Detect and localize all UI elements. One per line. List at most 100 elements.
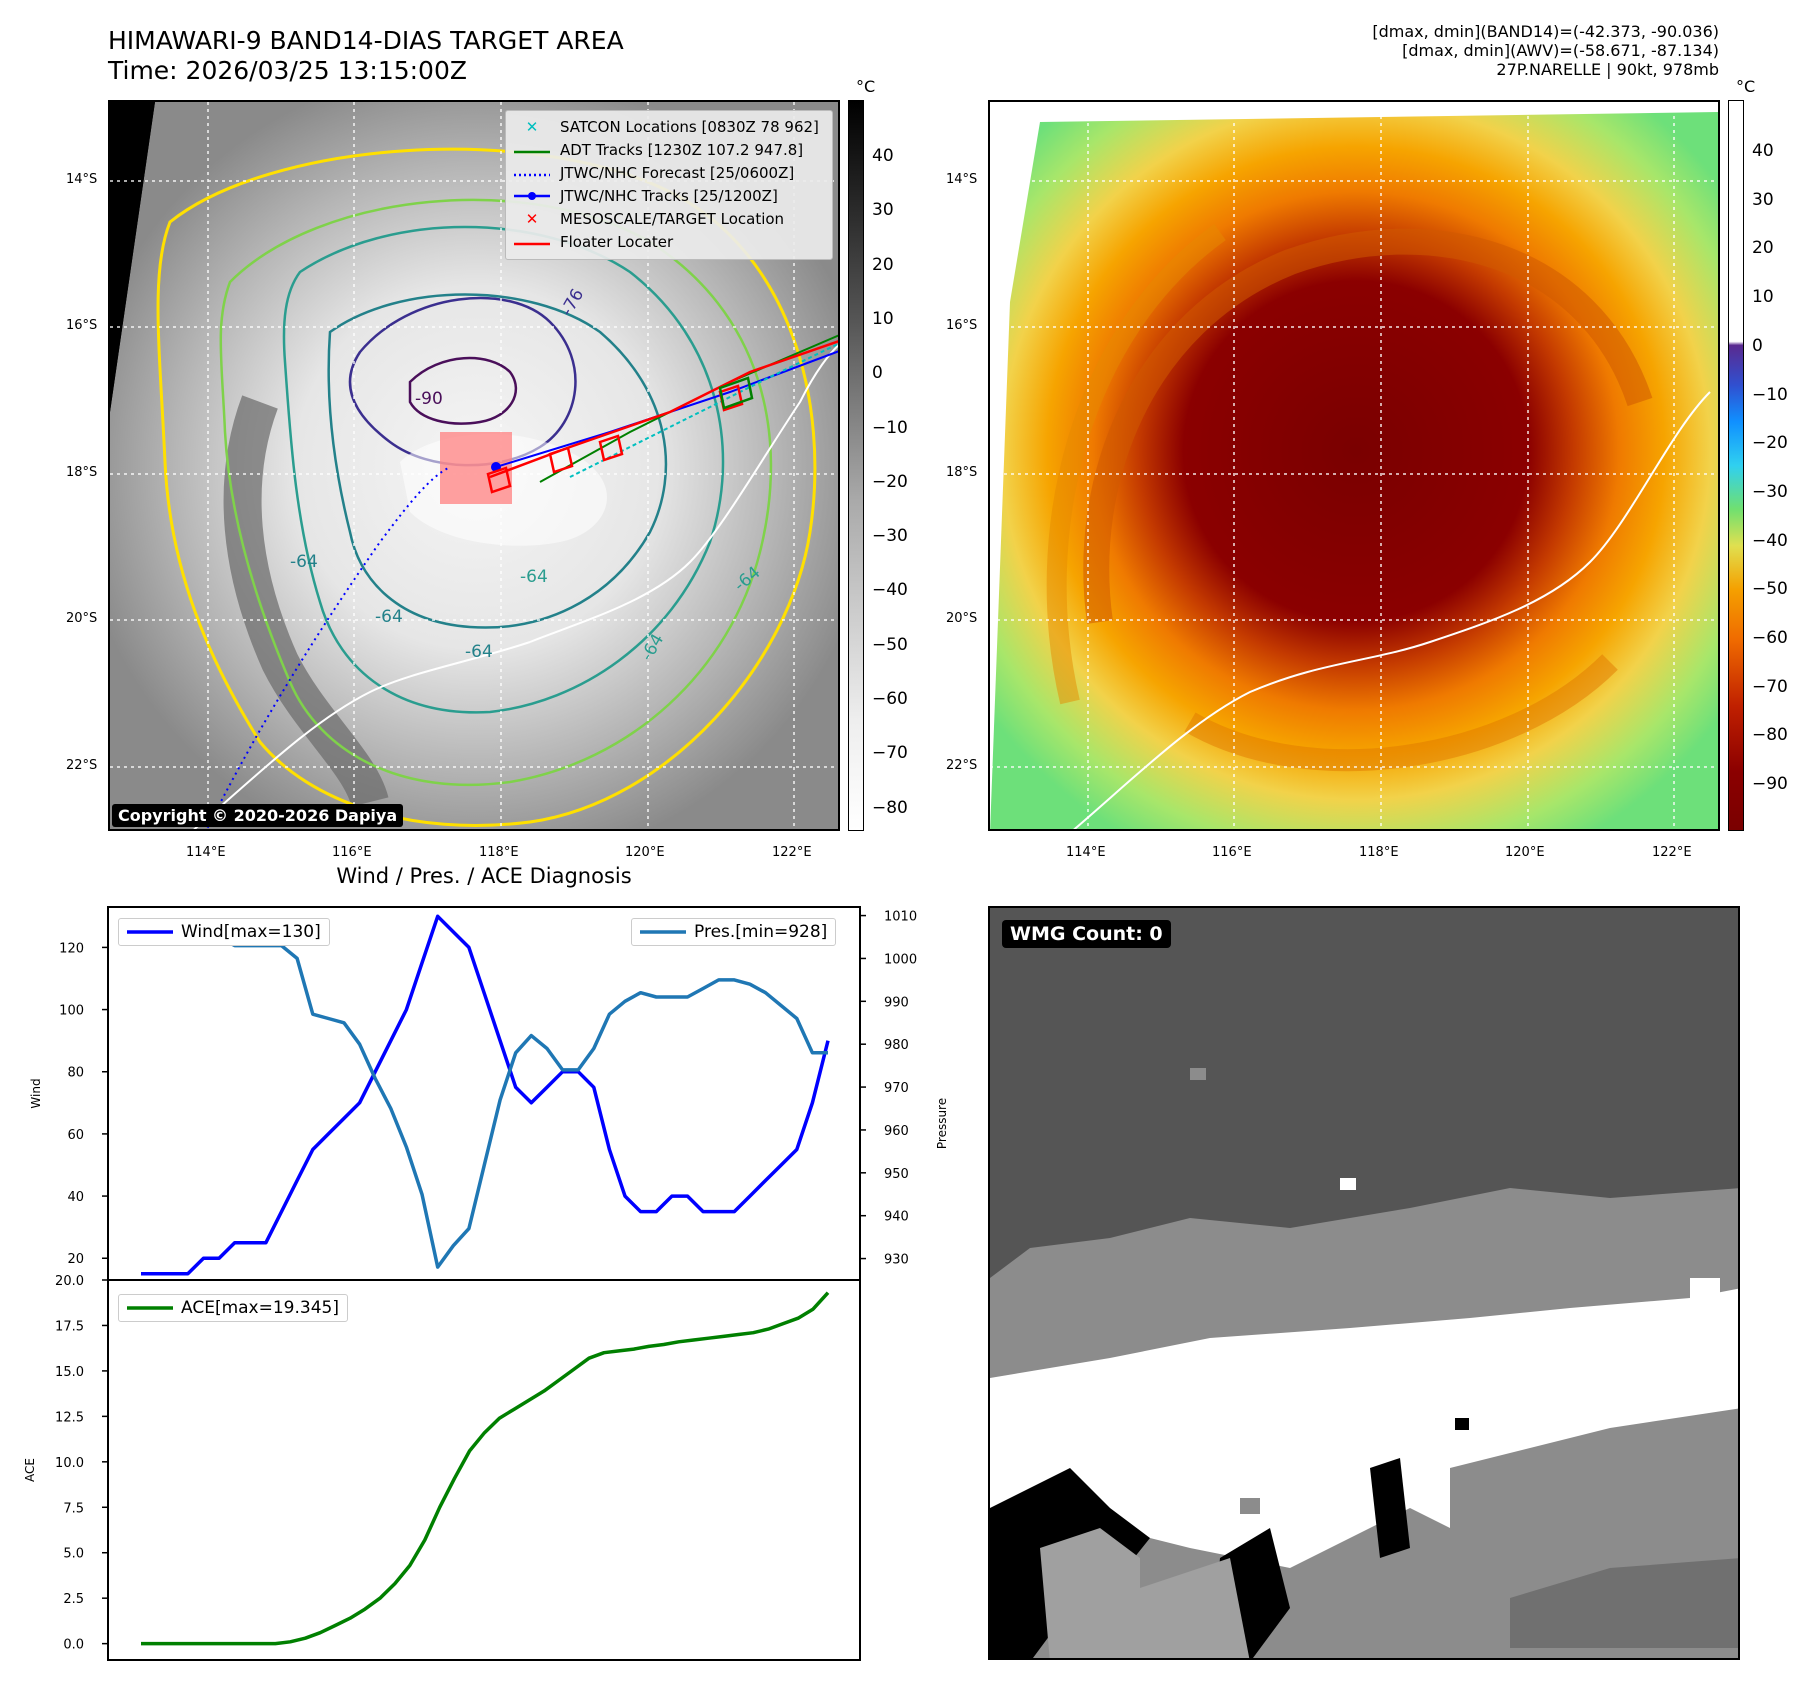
ace-axis-label: ACE (23, 1458, 37, 1482)
contour-label-1: -90 (415, 389, 443, 409)
blue-line-icon (127, 930, 173, 934)
info-line-1: [dmax, dmin](BAND14)=(-42.373, -90.036) (1372, 22, 1719, 41)
wmg-panel: WMG Count: 0 (988, 906, 1740, 1660)
lon-label: 118°E (1359, 845, 1399, 860)
lat-label: 22°S (66, 758, 98, 773)
wind-pressure-chart: 120 100 80 60 40 20 1010 1000 990 980 970 960 950 940… (23, 906, 949, 1661)
pressure-tick-label: 970 (884, 1081, 909, 1096)
colorbar-tick-label: −60 (872, 689, 908, 709)
x-cyan-icon: ✕ (525, 118, 539, 136)
colorbar-tick-label: 20 (1752, 238, 1774, 259)
colorbar-tick-label: −10 (872, 417, 908, 438)
legend-label: SATCON Locations [0830Z 78 962] (560, 118, 819, 136)
colorbar-tick-label: −80 (1752, 725, 1788, 746)
ace-tick-label: 12.5 (55, 1410, 84, 1425)
wind-plot-frame (107, 906, 861, 1281)
title-line-1: HIMAWARI-9 BAND14-DIAS TARGET AREA (108, 26, 624, 55)
wind-tick-label: 80 (67, 1066, 84, 1081)
lon-label: 120°E (625, 845, 665, 860)
colorbar-tick-label: −50 (872, 634, 908, 655)
lon-label: 118°E (479, 845, 519, 860)
floater-track (489, 340, 838, 479)
colorbar-color-unit: °C (1736, 77, 1756, 96)
ace-tick-label: 15.0 (55, 1365, 84, 1380)
colorbar-tick-label: −20 (1752, 433, 1788, 454)
pressure-tick-label: 1010 (884, 910, 917, 925)
wmg-image (990, 1068, 1738, 1658)
lon-label: 116°E (332, 845, 372, 860)
lon-label: 122°E (1652, 845, 1692, 860)
wind-legend: Wind[max=130] (118, 918, 330, 946)
lat-label: 22°S (946, 758, 978, 773)
colorbar-color (1728, 100, 1744, 831)
lat-label: 20°S (946, 611, 978, 626)
colorbar-tick-label: −80 (872, 797, 908, 818)
legend-label: JTWC/NHC Tracks [25/1200Z] (560, 187, 778, 205)
storm-info: [dmax, dmin](BAND14)=(-42.373, -90.036) … (1372, 22, 1719, 79)
lat-label: 18°S (946, 465, 978, 480)
lon-label: 122°E (772, 845, 812, 860)
colorbar-tick-label: −40 (1752, 530, 1788, 551)
colorbar-tick-label: 0 (872, 363, 883, 384)
pressure-tick-label: 930 (884, 1253, 909, 1268)
awv-map-panel (988, 100, 1720, 831)
ace-tick-label: 7.5 (63, 1501, 84, 1516)
colorbar-tick-label: −20 (872, 471, 908, 492)
colorbar-tick-label: −60 (1752, 628, 1788, 648)
colorbar-tick-label: 0 (1752, 335, 1763, 356)
legend-item-jtwc-tracks: JTWC/NHC Tracks [25/1200Z] (514, 185, 824, 208)
ace-tick-label: 20.0 (55, 1274, 84, 1289)
title-line-2: Time: 2026/03/25 13:15:00Z (108, 56, 467, 85)
colorbar-tick-label: −10 (1752, 384, 1788, 405)
lat-label: 16°S (66, 318, 98, 333)
legend-item-floater: Floater Locater (514, 231, 824, 254)
wind-tick-label: 40 (67, 1190, 84, 1205)
pressure-tick-label: 960 (884, 1124, 909, 1139)
awv-map-image (990, 102, 1718, 829)
info-line-2: [dmax, dmin](AWV)=(-58.671, -87.134) (1402, 41, 1719, 60)
pressure-legend: Pres.[min=928] (631, 918, 837, 946)
colorbar-tick-label: −30 (872, 526, 908, 547)
pressure-tick-label: 980 (884, 1038, 909, 1053)
ace-tick-label: 17.5 (55, 1319, 84, 1334)
colorbar-tick-label: 40 (872, 146, 894, 166)
legend-item-adt: ADT Tracks [1230Z 107.2 947.8] (514, 139, 824, 162)
legend-label: MESOSCALE/TARGET Location (560, 210, 785, 228)
pressure-tick-label: 1000 (884, 952, 917, 967)
wind-tick-label: 120 (59, 941, 84, 956)
lat-label: 20°S (66, 611, 98, 626)
legend-item-jtwc-forecast: JTWC/NHC Forecast [25/0600Z] (514, 162, 824, 185)
figure-title: HIMAWARI-9 BAND14-DIAS TARGET AREA Time:… (108, 26, 624, 86)
contour-label-5: -64 (520, 567, 548, 587)
diagnosis-title: Wind / Pres. / ACE Diagnosis (336, 864, 632, 888)
lon-label: 114°E (186, 845, 226, 860)
contour-label-4: -64 (465, 642, 493, 662)
legend-label: JTWC/NHC Forecast [25/0600Z] (560, 164, 795, 182)
lat-label: 16°S (946, 318, 978, 333)
legend-label: Floater Locater (560, 233, 674, 251)
colorbar-gray-unit: °C (856, 77, 876, 96)
x-red-icon: ✕ (525, 210, 539, 228)
pressure-legend-label: Pres.[min=928] (694, 922, 828, 942)
legend-item-satcon: ✕ SATCON Locations [0830Z 78 962] (514, 116, 824, 139)
pressure-tick-label: 950 (884, 1167, 909, 1182)
wind-legend-label: Wind[max=130] (181, 922, 321, 942)
ace-tick-label: 0.0 (63, 1638, 84, 1653)
jtwc-forecast-track (205, 466, 451, 829)
green-line-icon (127, 1306, 173, 1310)
map-legend: ✕ SATCON Locations [0830Z 78 962] ADT Tr… (505, 110, 833, 260)
lon-label: 120°E (1505, 845, 1545, 860)
wind-tick-label: 100 (59, 1004, 84, 1019)
colorbar-tick-label: −70 (872, 743, 908, 764)
ir-map-panel: -90 -76 -64 -64 -64 -64 -64 -64 ✕ SATCON… (108, 100, 840, 831)
colorbar-tick-label: 10 (872, 308, 894, 329)
contour-label-8: -64 (290, 552, 318, 572)
colorbar-tick-label: −70 (1752, 676, 1788, 697)
info-line-3: 27P.NARELLE | 90kt, 978mb (1496, 60, 1719, 79)
steelblue-line-icon (640, 930, 686, 934)
wind-tick-label: 60 (67, 1128, 84, 1143)
lat-label: 14°S (66, 172, 98, 187)
ace-line (141, 1291, 830, 1646)
lat-label: 14°S (946, 172, 978, 187)
pressure-axis-label: Pressure (935, 1098, 949, 1149)
